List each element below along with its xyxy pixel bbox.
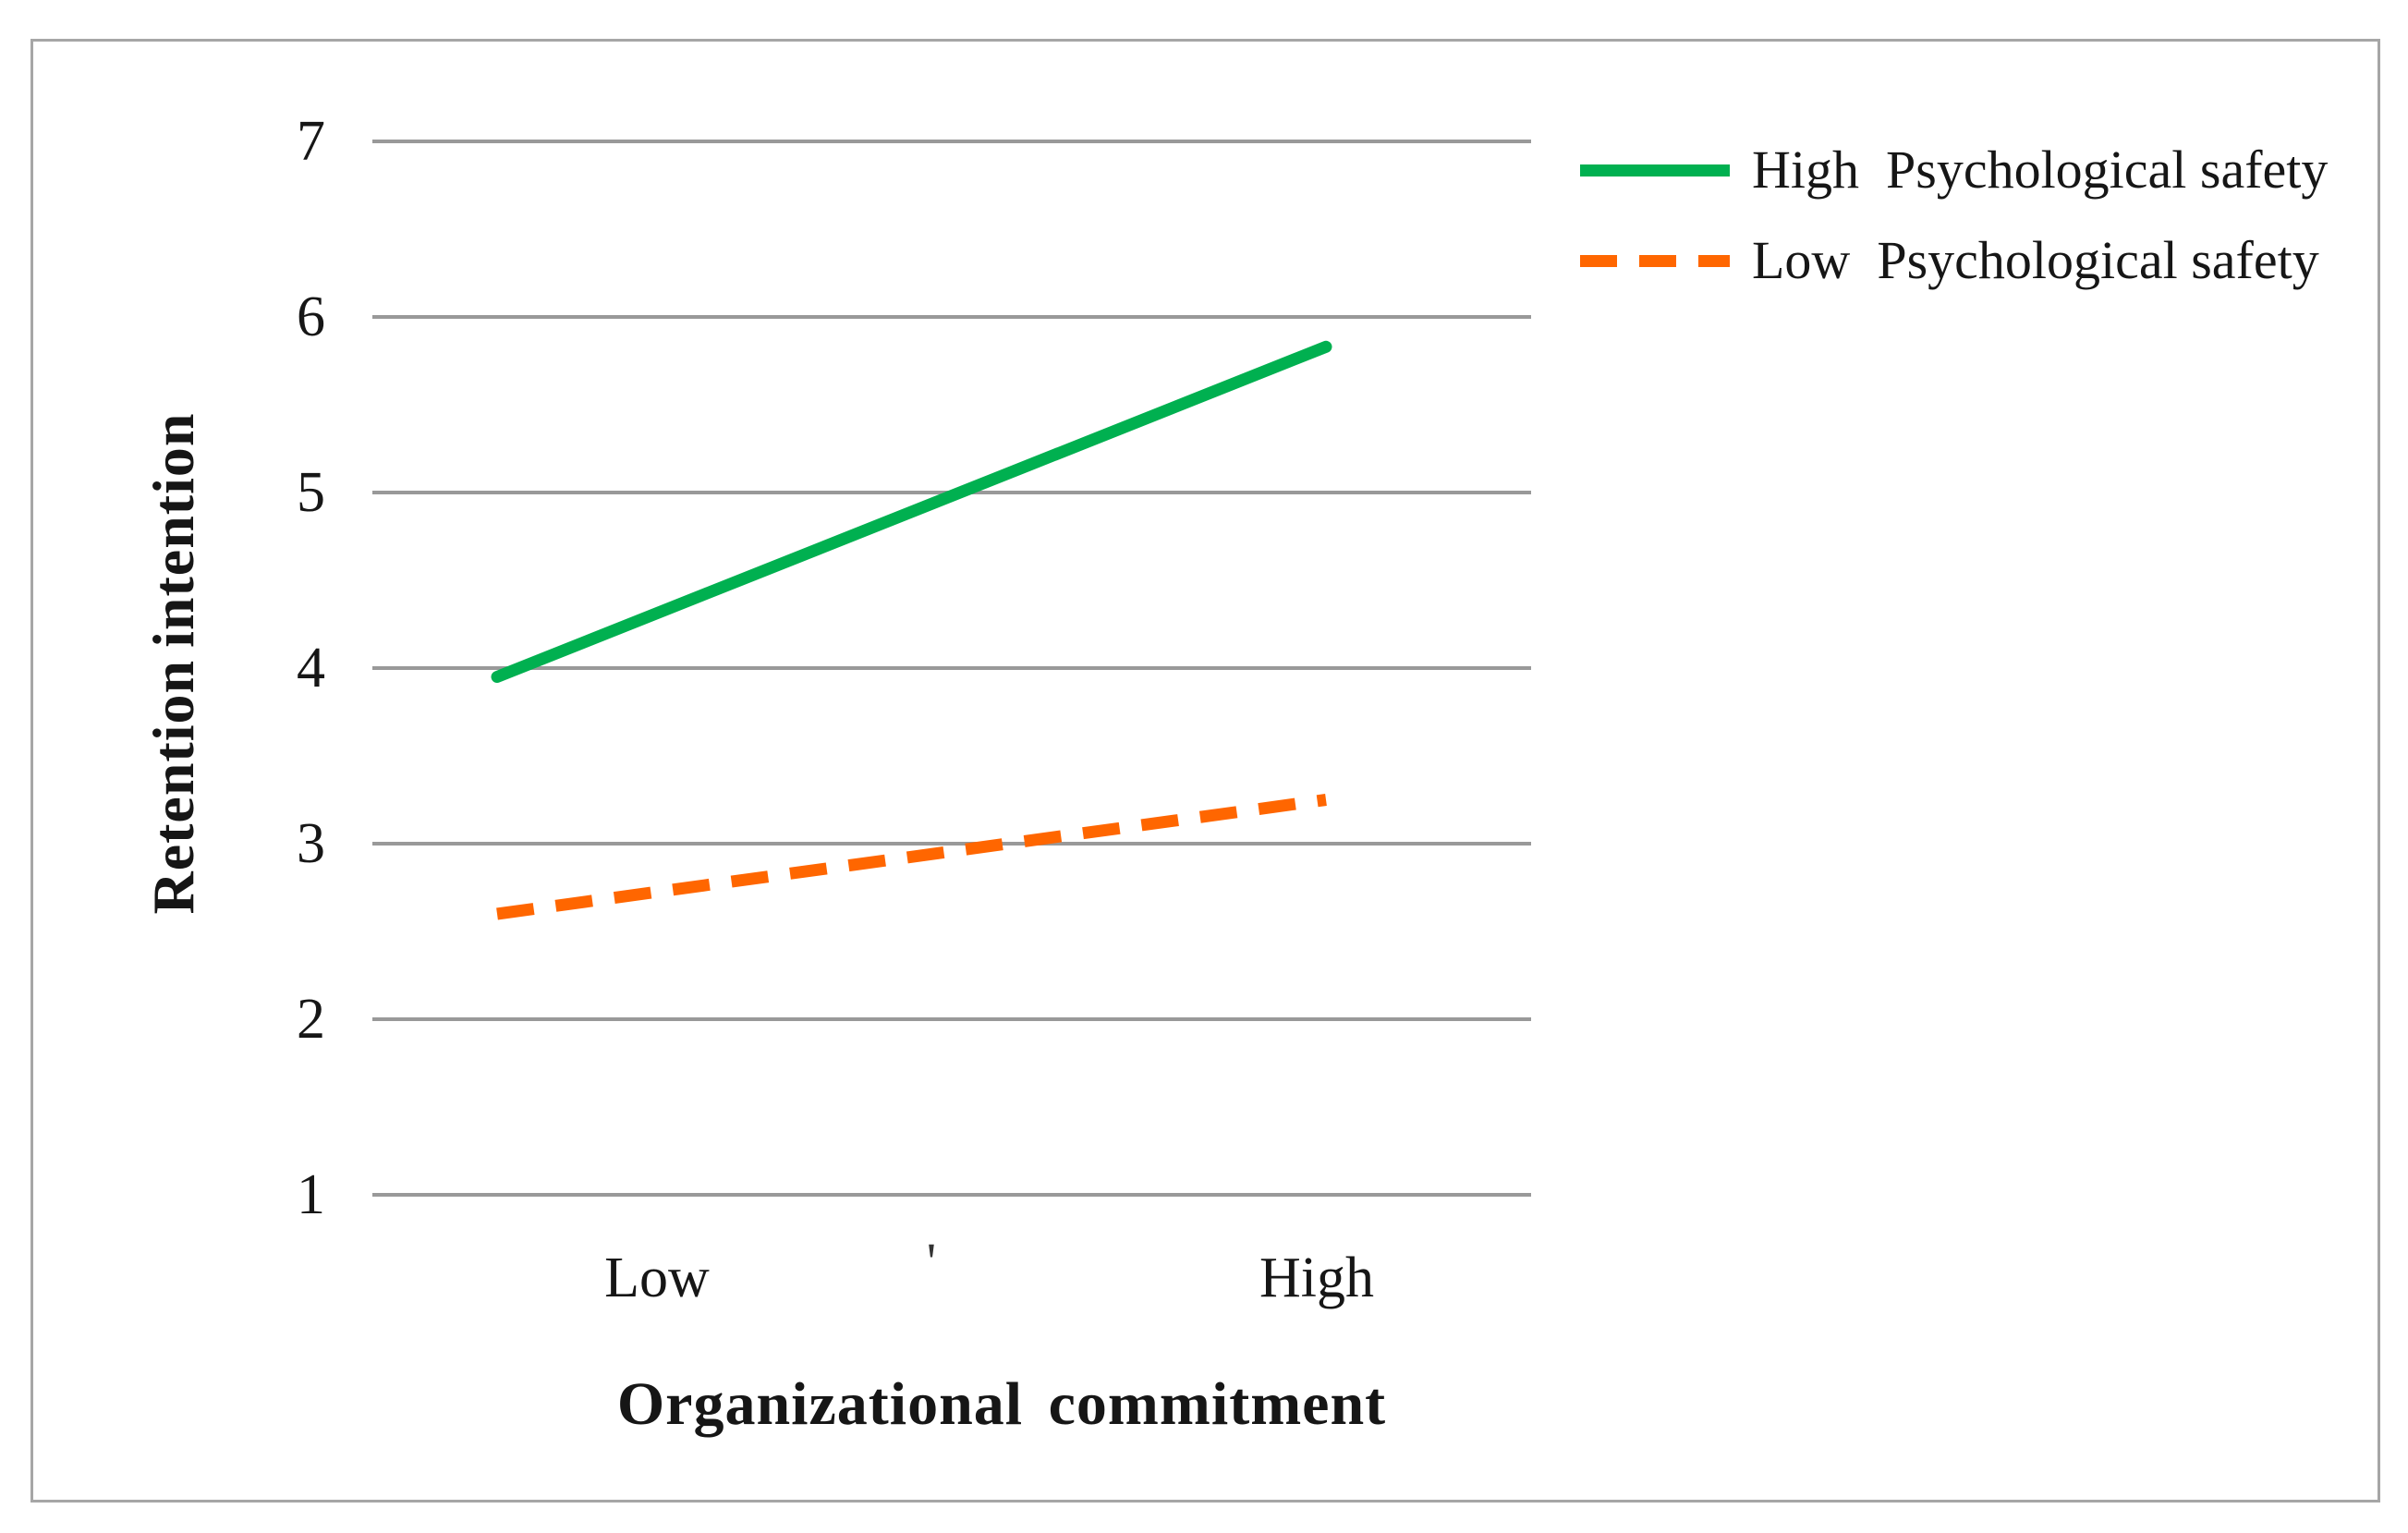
- legend-label-low: Low Psychological safety: [1752, 230, 2319, 290]
- series-line-low-psychological-safety: [496, 794, 1327, 920]
- legend-label-high: High Psychological safety: [1752, 140, 2329, 200]
- x-tick-label-low: Low: [604, 1247, 710, 1309]
- legend-item-low-psychological-safety: Low Psychological safety: [1580, 227, 2328, 294]
- x-tick-label-high: High: [1259, 1247, 1374, 1309]
- legend-item-high-psychological-safety: High Psychological safety: [1580, 137, 2328, 203]
- stray-tick-mark: ': [926, 1232, 937, 1292]
- y-axis-title: Retention intention: [140, 412, 206, 915]
- legend: High Psychological safety Low Psychologi…: [1580, 137, 2328, 318]
- figure-frame: [30, 39, 2380, 1503]
- series-line-high-psychological-safety: [491, 340, 1332, 683]
- plot-area: [372, 140, 1531, 1197]
- x-axis-title: Organizational commitment: [616, 1370, 1387, 1438]
- legend-line-solid-green-icon: [1580, 164, 1730, 176]
- legend-line-dashed-orange-icon: [1580, 254, 1730, 267]
